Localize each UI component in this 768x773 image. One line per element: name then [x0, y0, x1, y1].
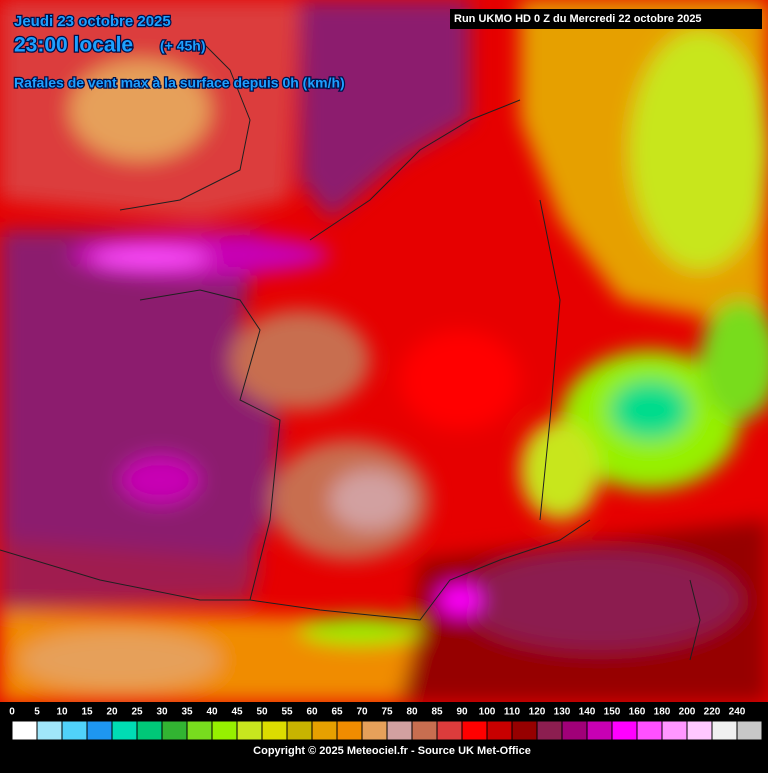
legend-label: 5	[34, 707, 40, 718]
legend-swatch	[261, 720, 288, 741]
legend-swatch	[236, 720, 263, 741]
legend-swatch	[536, 720, 563, 741]
legend-label: 150	[604, 707, 621, 718]
legend-label: 30	[156, 707, 168, 718]
run: Run UKMO HD 0 Z du Mercredi 22 octobre 2…	[454, 13, 702, 25]
legend-label: 45	[231, 707, 243, 718]
legend-swatch	[661, 720, 688, 741]
lead: (+ 45h)	[160, 38, 206, 54]
legend-swatch	[311, 720, 338, 741]
legend-label: 55	[281, 707, 293, 718]
legend-label: 65	[331, 707, 343, 718]
legend-swatch	[386, 720, 413, 741]
legend-swatch	[186, 720, 213, 741]
legend-label: 100	[479, 707, 496, 718]
legend-swatch	[211, 720, 238, 741]
run-box	[450, 9, 762, 29]
legend-label: 70	[356, 707, 368, 718]
legend-label: 130	[554, 707, 571, 718]
legend-label: 35	[181, 707, 193, 718]
time: 23:00 locale	[14, 34, 133, 57]
map	[0, 0, 768, 702]
legend-label: 80	[406, 707, 418, 718]
legend-label: 10	[56, 707, 68, 718]
copyright: Copyright © 2025 Meteociel.fr - Source U…	[253, 745, 531, 757]
legend-swatch	[561, 720, 588, 741]
legend-swatch	[136, 720, 163, 741]
legend-label: 85	[431, 707, 443, 718]
legend-swatch	[286, 720, 313, 741]
parameter: Rafales de vent max à la surface depuis …	[14, 75, 345, 91]
legend-label: 50	[256, 707, 268, 718]
legend-label: 40	[206, 707, 218, 718]
legend-swatch	[511, 720, 538, 741]
legend-swatch	[636, 720, 663, 741]
legend-swatch	[711, 720, 738, 741]
legend-label: 160	[629, 707, 646, 718]
legend-label: 220	[704, 707, 721, 718]
legend-swatch	[736, 720, 763, 741]
date: Jeudi 23 octobre 2025	[14, 13, 171, 30]
legend-swatch	[486, 720, 513, 741]
legend-label: 90	[456, 707, 468, 718]
legend-swatch	[586, 720, 613, 741]
coastlines	[0, 39, 701, 661]
legend-swatch	[61, 720, 88, 741]
legend-label: 15	[81, 707, 93, 718]
legend-label: 200	[679, 707, 696, 718]
legend-swatch	[686, 720, 713, 741]
legend: 0 5 10 15 20 25 30 35 40 45 50 55 60 65 70 75 80 85 90 100 1…	[9, 707, 763, 741]
legend-swatch	[361, 720, 388, 741]
legend-swatch	[11, 720, 38, 741]
legend-swatch	[436, 720, 463, 741]
legend-swatch	[411, 720, 438, 741]
legend-swatch	[36, 720, 63, 741]
legend-label: 60	[306, 707, 318, 718]
legend-label: 120	[529, 707, 546, 718]
legend-label: 20	[106, 707, 118, 718]
legend-swatch	[336, 720, 363, 741]
legend-swatch	[111, 720, 138, 741]
legend-label: 25	[131, 707, 143, 718]
legend-swatch	[611, 720, 638, 741]
legend-label: 140	[579, 707, 596, 718]
legend-swatch	[86, 720, 113, 741]
legend-label: 75	[381, 707, 393, 718]
legend-label: 180	[654, 707, 671, 718]
legend-swatch	[161, 720, 188, 741]
legend-label: 110	[504, 707, 521, 718]
legend-label: 0	[9, 707, 15, 718]
legend-swatch	[461, 720, 488, 741]
legend-label: 240	[729, 707, 746, 718]
